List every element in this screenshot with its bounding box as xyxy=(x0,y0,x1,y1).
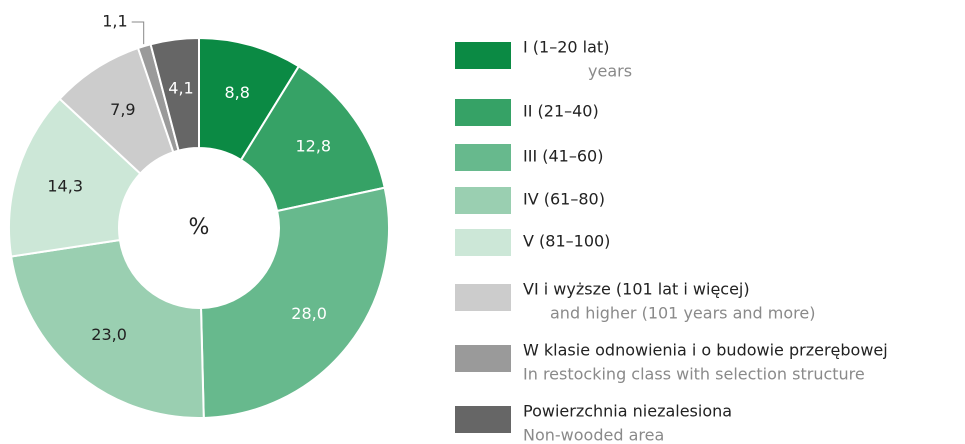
slice xyxy=(239,64,386,213)
legend-swatch xyxy=(455,99,511,126)
legend-label: Powierzchnia niezalesiona xyxy=(523,402,732,421)
legend-swatch xyxy=(455,345,511,372)
slices xyxy=(8,36,390,419)
legend-label: W klasie odnowienia i o budowie przerębo… xyxy=(523,341,888,360)
legend-label: III (41–60) xyxy=(523,147,603,166)
value-label: 23,0 xyxy=(91,325,127,344)
labels: 8,8 12,8 28,0 23,0 14,3 7,9 1,1 4,1 I (1–20 lat)… xyxy=(47,12,887,444)
value-label: 8,8 xyxy=(224,83,249,102)
legend-label: VI i wyższe (101 lat i więcej) xyxy=(523,280,750,299)
legend-swatch xyxy=(455,406,511,433)
legend-sublabel: In restocking class with selection struc… xyxy=(523,365,865,384)
legend-label: V (81–100) xyxy=(523,232,610,251)
slice xyxy=(8,97,142,258)
legend-swatch xyxy=(455,144,511,171)
leader-line xyxy=(131,21,145,45)
value-label: 14,3 xyxy=(47,176,83,195)
center-label: % xyxy=(189,215,210,240)
slice xyxy=(199,186,390,419)
legend-sublabel: years xyxy=(588,62,632,81)
slice xyxy=(10,238,205,419)
legend-label: II (21–40) xyxy=(523,102,599,121)
slice xyxy=(149,36,200,152)
legend-swatch xyxy=(455,187,511,214)
value-label: 28,0 xyxy=(291,304,327,323)
legend-sublabel: and higher (101 years and more) xyxy=(550,304,815,323)
legend-swatch xyxy=(455,42,511,69)
value-label: 12,8 xyxy=(295,137,331,156)
legend-label: IV (61–80) xyxy=(523,190,605,209)
legend-sublabel: Non-wooded area xyxy=(523,426,664,444)
value-label: 1,1 xyxy=(102,12,127,31)
value-label: 4,1 xyxy=(168,79,193,98)
legend-swatch xyxy=(455,284,511,311)
value-label: 7,9 xyxy=(110,100,135,119)
legend-label: I (1–20 lat) xyxy=(523,38,609,57)
legend-swatch xyxy=(455,229,511,256)
